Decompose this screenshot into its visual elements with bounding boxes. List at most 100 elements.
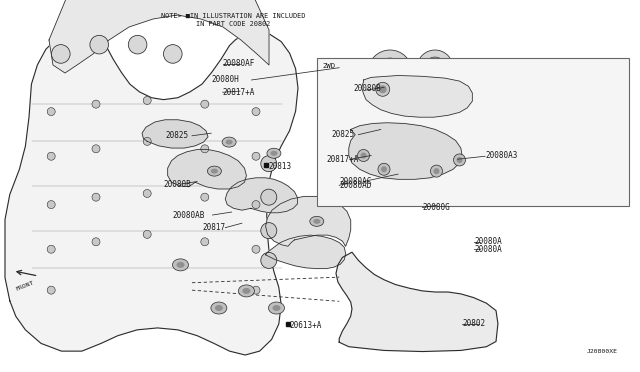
Circle shape	[143, 230, 151, 238]
Circle shape	[376, 82, 390, 96]
Text: 20080A3: 20080A3	[485, 151, 518, 160]
Circle shape	[360, 153, 367, 158]
Circle shape	[379, 85, 387, 93]
Text: 20080AC: 20080AC	[339, 177, 372, 186]
Circle shape	[201, 100, 209, 108]
Ellipse shape	[477, 132, 485, 138]
Text: 20080A: 20080A	[475, 245, 502, 254]
Ellipse shape	[269, 302, 285, 314]
Text: FRONT: FRONT	[15, 280, 34, 292]
Text: 20080B: 20080B	[163, 180, 191, 189]
Circle shape	[261, 155, 277, 172]
Circle shape	[381, 166, 387, 172]
Polygon shape	[168, 150, 246, 189]
Ellipse shape	[211, 169, 218, 174]
Circle shape	[378, 163, 390, 175]
Text: 20080G: 20080G	[422, 203, 450, 212]
Text: 20080H: 20080H	[211, 76, 239, 84]
Circle shape	[252, 286, 260, 294]
Circle shape	[90, 35, 109, 54]
Ellipse shape	[354, 140, 360, 143]
Circle shape	[431, 165, 442, 177]
Polygon shape	[362, 76, 472, 117]
Circle shape	[417, 50, 453, 86]
Circle shape	[128, 35, 147, 54]
Circle shape	[454, 154, 465, 166]
Polygon shape	[266, 196, 351, 246]
Text: J20800XE: J20800XE	[587, 349, 618, 354]
Circle shape	[261, 189, 277, 205]
Ellipse shape	[351, 137, 363, 145]
Polygon shape	[225, 178, 298, 213]
Text: 20802: 20802	[463, 319, 486, 328]
Polygon shape	[336, 252, 498, 352]
Ellipse shape	[226, 140, 232, 145]
Circle shape	[252, 152, 260, 160]
Circle shape	[376, 58, 404, 86]
Circle shape	[252, 108, 260, 116]
Circle shape	[143, 137, 151, 145]
Circle shape	[47, 152, 55, 160]
Circle shape	[47, 201, 55, 209]
Ellipse shape	[481, 121, 489, 126]
Circle shape	[201, 238, 209, 246]
Bar	[264, 163, 268, 167]
Text: 20817+A: 20817+A	[326, 155, 359, 164]
Circle shape	[51, 45, 70, 63]
Bar	[286, 322, 290, 326]
Circle shape	[143, 96, 151, 105]
Circle shape	[163, 45, 182, 63]
Circle shape	[261, 252, 277, 269]
Circle shape	[47, 245, 55, 253]
Ellipse shape	[243, 288, 250, 294]
Polygon shape	[266, 235, 346, 269]
Ellipse shape	[177, 262, 184, 268]
Text: 20080AB: 20080AB	[173, 211, 205, 219]
Text: 20817: 20817	[202, 223, 225, 232]
Text: 20080B: 20080B	[353, 84, 381, 93]
Circle shape	[92, 193, 100, 201]
Circle shape	[456, 157, 463, 163]
Ellipse shape	[314, 219, 320, 224]
Text: 2WD: 2WD	[323, 62, 336, 69]
Ellipse shape	[173, 259, 188, 271]
Circle shape	[92, 100, 100, 108]
Circle shape	[261, 222, 277, 239]
Text: 20613+A: 20613+A	[289, 321, 322, 330]
Ellipse shape	[310, 217, 324, 226]
Ellipse shape	[477, 118, 493, 129]
Bar	[317, 58, 629, 206]
Circle shape	[252, 245, 260, 253]
Ellipse shape	[474, 129, 489, 141]
Polygon shape	[349, 123, 462, 179]
Circle shape	[143, 189, 151, 198]
Text: NOTE> ■IN ILLUSTRATION ARE INCLUDED
IN PART CODE 20802: NOTE> ■IN ILLUSTRATION ARE INCLUDED IN P…	[161, 13, 306, 27]
Polygon shape	[142, 120, 208, 148]
Circle shape	[201, 193, 209, 201]
Polygon shape	[5, 30, 298, 355]
Text: 20813: 20813	[269, 162, 292, 171]
Text: 20080AD: 20080AD	[339, 181, 372, 190]
Circle shape	[92, 145, 100, 153]
Text: 20825: 20825	[165, 131, 188, 140]
Circle shape	[368, 50, 412, 94]
Circle shape	[433, 168, 440, 174]
Text: 20817+A: 20817+A	[223, 88, 255, 97]
Circle shape	[424, 57, 446, 79]
Ellipse shape	[222, 137, 236, 147]
Text: 20080A: 20080A	[475, 237, 502, 246]
Ellipse shape	[211, 302, 227, 314]
Circle shape	[252, 201, 260, 209]
Ellipse shape	[273, 305, 280, 311]
Circle shape	[92, 238, 100, 246]
Polygon shape	[49, 0, 269, 73]
Ellipse shape	[267, 148, 281, 158]
Circle shape	[47, 286, 55, 294]
Ellipse shape	[271, 151, 277, 156]
Text: 20080AF: 20080AF	[223, 60, 255, 68]
Ellipse shape	[207, 166, 221, 176]
Circle shape	[358, 150, 369, 161]
Text: 20825: 20825	[332, 130, 355, 139]
Ellipse shape	[215, 305, 223, 311]
Circle shape	[47, 108, 55, 116]
